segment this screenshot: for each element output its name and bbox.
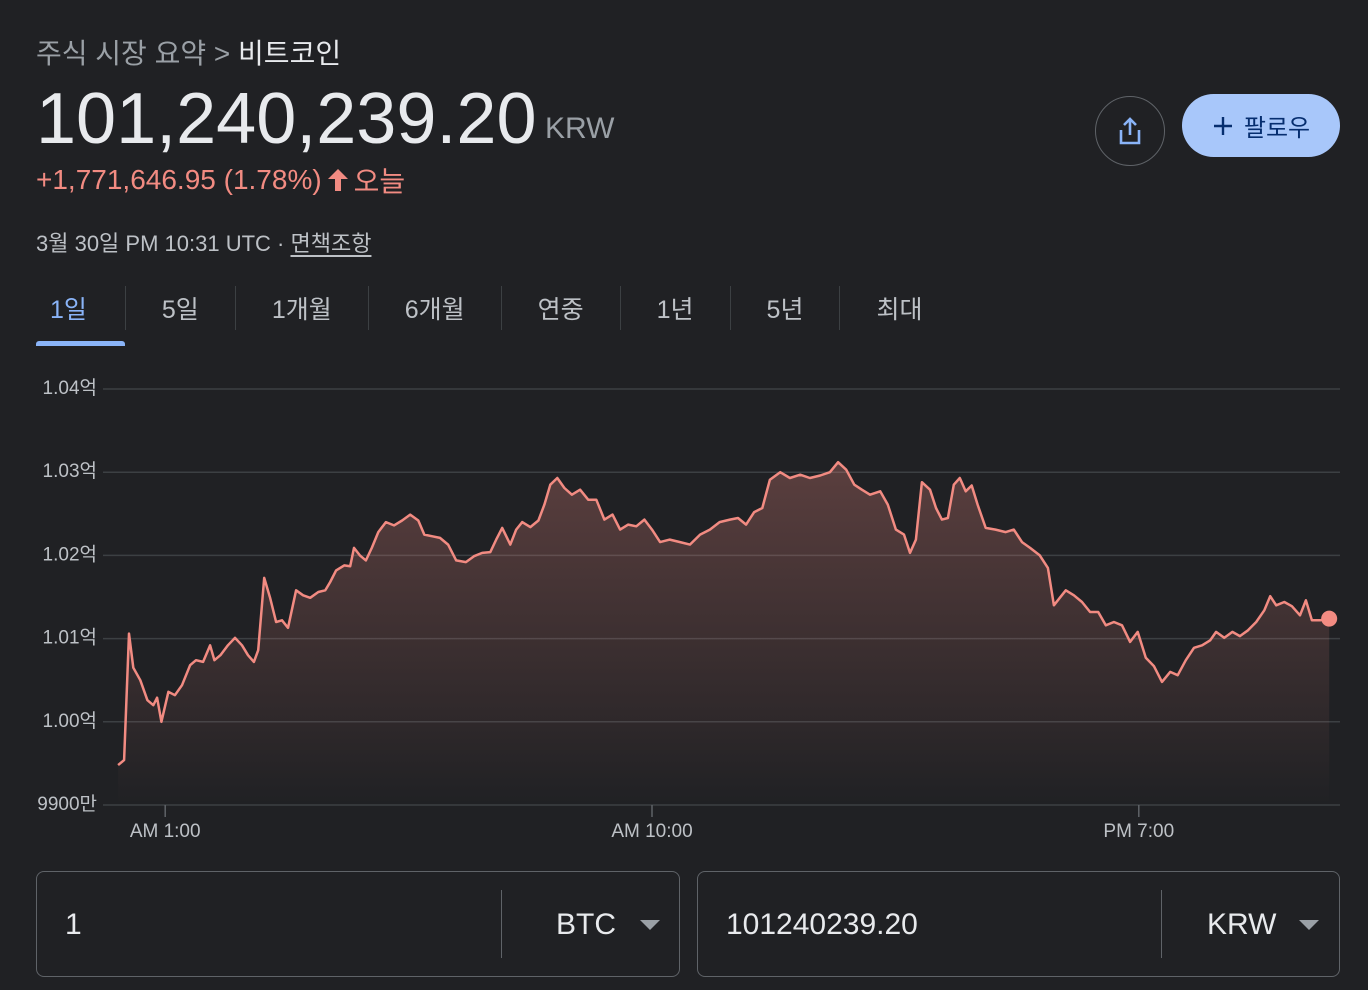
x-tick-label: AM 1:00 — [130, 821, 201, 842]
plus-icon — [1213, 116, 1232, 135]
to-amount[interactable]: 101240239.20 — [726, 908, 918, 941]
share-button[interactable] — [1095, 96, 1165, 166]
from-amount[interactable]: 1 — [65, 908, 82, 941]
converter-from: 1 BTC — [36, 871, 680, 977]
y-tick-label: 1.03억 — [43, 460, 97, 482]
range-tabs: 1일 5일 1개월 6개월 연중 1년 5년 최대 — [36, 282, 958, 346]
last-point — [1321, 610, 1338, 627]
range-tab[interactable]: 5년 — [729, 286, 840, 330]
price: 101,240,239.20 — [36, 79, 537, 159]
divider — [501, 890, 502, 958]
converter-to: 101240239.20 KRW — [697, 871, 1340, 977]
range-tab[interactable]: 6개월 — [367, 286, 501, 330]
from-unit[interactable]: BTC — [556, 908, 616, 941]
breadcrumb: 주식 시장 요약 > 비트코인 — [36, 32, 341, 72]
share-icon — [1119, 117, 1141, 145]
area — [118, 462, 1330, 805]
range-tab[interactable]: 연중 — [500, 286, 620, 330]
range-tab[interactable]: 1년 — [619, 286, 730, 330]
y-tick-label: 1.01억 — [43, 627, 97, 649]
y-tick-label: 1.00억 — [43, 710, 97, 732]
divider — [1161, 890, 1162, 958]
change-period: 오늘 — [353, 166, 406, 197]
page-title: 비트코인 — [238, 38, 342, 69]
timestamp-row: 3월 30일 PM 10:31 UTC · 면책조항 — [36, 226, 371, 258]
breadcrumb-link[interactable]: 주식 시장 요약 — [36, 38, 207, 69]
timestamp: 3월 30일 PM 10:31 UTC — [36, 231, 271, 256]
y-tick-label: 1.02억 — [43, 543, 97, 565]
price-line — [117, 460, 1330, 767]
y-tick-label: 9900만 — [37, 793, 97, 815]
disclaimer-link[interactable]: 면책조항 — [290, 231, 372, 256]
y-tick-label: 1.04억 — [43, 377, 97, 399]
chart: 9900만 1.00억 1.01억 1.02억 1.03억 1.04억 AM 1:00 AM … — [37, 377, 1340, 842]
breadcrumb-separator: > — [213, 38, 231, 69]
dropdown-arrow — [640, 920, 660, 930]
x-tick-label: AM 10:00 — [611, 821, 692, 842]
range-tab[interactable]: 최대 — [839, 286, 958, 330]
follow-button[interactable]: 팔로우 — [1182, 94, 1340, 157]
dropdown-arrow — [1299, 920, 1319, 930]
to-unit[interactable]: KRW — [1207, 908, 1277, 941]
change-text: +1,771,646.95 (1.78%) — [36, 164, 322, 195]
range-tab[interactable]: 5일 — [124, 286, 235, 330]
range-tab[interactable]: 1개월 — [234, 286, 368, 330]
change: +1,771,646.95 (1.78%) 오늘 — [36, 160, 405, 200]
range-tab[interactable]: 1일 — [36, 282, 125, 346]
currency: KRW — [545, 112, 615, 145]
dot: · — [277, 231, 285, 256]
x-tick-label: PM 7:00 — [1103, 821, 1174, 842]
follow-label: 팔로우 — [1243, 115, 1311, 142]
up-arrow — [327, 169, 348, 191]
